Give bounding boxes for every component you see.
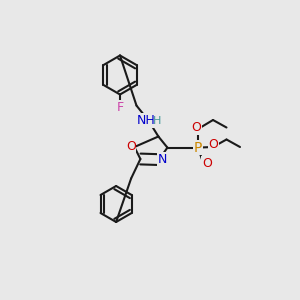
Text: H: H [153, 116, 162, 126]
Text: P: P [194, 141, 202, 154]
Text: O: O [126, 140, 136, 154]
Text: N: N [158, 153, 167, 166]
Text: O: O [192, 121, 201, 134]
Text: F: F [116, 100, 124, 114]
Text: O: O [202, 157, 212, 170]
Text: NH: NH [137, 114, 155, 127]
Text: O: O [209, 138, 218, 151]
